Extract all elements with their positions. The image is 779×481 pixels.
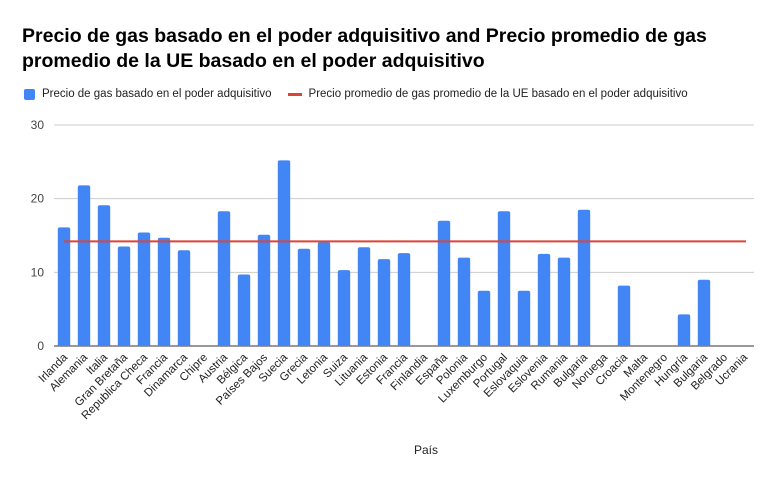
- legend-item-bars[interactable]: Precio de gas basado en el poder adquisi…: [24, 88, 272, 100]
- bar: [277, 160, 291, 346]
- bar: [477, 290, 491, 346]
- legend-label-bars: Precio de gas basado en el poder adquisi…: [42, 88, 272, 100]
- y-tick-label: 30: [31, 118, 45, 132]
- y-tick-label: 20: [31, 192, 45, 206]
- bar: [217, 211, 231, 346]
- bar: [57, 227, 71, 346]
- bar: [77, 185, 91, 346]
- bar: [537, 253, 551, 346]
- bar: [297, 248, 311, 346]
- bar: [577, 209, 591, 346]
- legend-swatch-bars: [24, 88, 35, 100]
- bar: [317, 242, 331, 346]
- bar: [177, 250, 191, 346]
- bar: [257, 234, 271, 346]
- bar: [437, 220, 451, 346]
- y-tick-label: 10: [31, 265, 45, 279]
- bar: [557, 257, 571, 346]
- x-axis-title: País: [414, 443, 438, 457]
- bar: [337, 270, 351, 346]
- bar: [517, 290, 531, 346]
- bar: [457, 257, 471, 346]
- legend-item-average-line[interactable]: Precio promedio de gas promedio de la UE…: [287, 88, 688, 100]
- legend-label-average-line: Precio promedio de gas promedio de la UE…: [308, 88, 688, 100]
- legend-swatch-average-line: [287, 92, 302, 96]
- bar: [677, 314, 691, 346]
- legend: Precio de gas basado en el poder adquisi…: [24, 88, 704, 100]
- y-tick-label: 0: [37, 339, 44, 353]
- bar: [117, 246, 131, 346]
- bar: [377, 259, 391, 346]
- bar: [137, 232, 151, 346]
- bar: [237, 274, 251, 346]
- bar: [617, 285, 631, 346]
- bar: [157, 237, 171, 346]
- bar: [497, 211, 511, 346]
- bar: [397, 253, 411, 346]
- bar: [697, 279, 711, 346]
- bar: [357, 247, 371, 346]
- bar: [97, 205, 111, 346]
- chart-title: Precio de gas basado en el poder adquisi…: [22, 25, 707, 72]
